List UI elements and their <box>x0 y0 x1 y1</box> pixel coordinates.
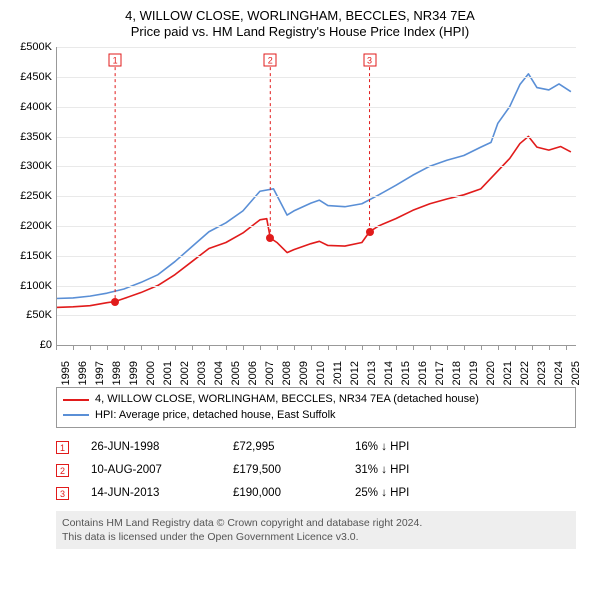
x-tick-label: 2001 <box>162 361 174 391</box>
gridline <box>56 166 576 167</box>
y-tick-label: £450K <box>8 71 52 83</box>
x-tick-label: 2003 <box>196 361 208 391</box>
gridline <box>56 107 576 108</box>
legend-label: HPI: Average price, detached house, East… <box>95 408 336 423</box>
plot-area: 1 2 3 <box>56 47 576 345</box>
sale-row-marker: 2 <box>56 464 69 477</box>
x-tick-label: 2016 <box>417 361 429 391</box>
sale-price: £179,500 <box>233 464 333 476</box>
gridline <box>56 226 576 227</box>
x-tick-label: 2017 <box>434 361 446 391</box>
y-tick-label: £50K <box>8 309 52 321</box>
x-tick-label: 2013 <box>366 361 378 391</box>
x-tick-label: 1999 <box>128 361 140 391</box>
y-tick-label: £500K <box>8 41 52 53</box>
gridline <box>56 47 576 48</box>
sale-marker-dot <box>266 234 274 242</box>
x-tick-label: 2018 <box>451 361 463 391</box>
x-tick-label: 1996 <box>77 361 89 391</box>
page: 4, WILLOW CLOSE, WORLINGHAM, BECCLES, NR… <box>0 0 600 590</box>
sale-delta: 25% ↓ HPI <box>355 487 445 499</box>
y-tick-label: £100K <box>8 280 52 292</box>
legend-item: 4, WILLOW CLOSE, WORLINGHAM, BECCLES, NR… <box>63 392 569 407</box>
chart-subtitle: Price paid vs. HM Land Registry's House … <box>10 24 590 40</box>
y-tick-label: £300K <box>8 160 52 172</box>
x-tick-label: 2023 <box>536 361 548 391</box>
chart: 1 2 3 £0 £50K £100K £150K £200K £250K £300K £350K… <box>10 43 590 385</box>
x-tick-label: 2004 <box>213 361 225 391</box>
gridline <box>56 137 576 138</box>
sale-price: £72,995 <box>233 441 333 453</box>
legend-swatch <box>63 414 89 416</box>
sale-row: 1 26-JUN-1998 £72,995 16% ↓ HPI <box>56 436 576 459</box>
sale-marker-box: 2 <box>264 54 277 67</box>
y-tick-label: £250K <box>8 190 52 202</box>
legend-item: HPI: Average price, detached house, East… <box>63 408 569 423</box>
sale-delta: 31% ↓ HPI <box>355 464 445 476</box>
axis-line <box>56 345 576 346</box>
x-tick-label: 2022 <box>519 361 531 391</box>
axis-line <box>56 47 57 345</box>
x-tick-label: 2010 <box>315 361 327 391</box>
sales-table: 1 26-JUN-1998 £72,995 16% ↓ HPI 2 10-AUG-2007… <box>56 436 576 505</box>
sale-date: 14-JUN-2013 <box>91 487 211 499</box>
footer-line-1: Contains HM Land Registry data © Crown c… <box>62 516 570 530</box>
x-tick-label: 2002 <box>179 361 191 391</box>
legend-swatch <box>63 399 89 401</box>
x-tick-label: 2006 <box>247 361 259 391</box>
series-price_paid <box>56 137 571 308</box>
y-tick-label: £150K <box>8 250 52 262</box>
x-tick-label: 2024 <box>553 361 565 391</box>
sale-date: 26-JUN-1998 <box>91 441 211 453</box>
legend-label: 4, WILLOW CLOSE, WORLINGHAM, BECCLES, NR… <box>95 392 479 407</box>
x-tick-label: 2015 <box>400 361 412 391</box>
x-tick-label: 2020 <box>485 361 497 391</box>
footer-line-2: This data is licensed under the Open Gov… <box>62 530 570 544</box>
gridline <box>56 315 576 316</box>
y-tick-label: £0 <box>8 339 52 351</box>
x-tick-label: 1995 <box>60 361 72 391</box>
x-tick-label: 2025 <box>570 361 582 391</box>
y-tick-label: £200K <box>8 220 52 232</box>
x-tick-label: 2011 <box>332 361 344 391</box>
sale-price: £190,000 <box>233 487 333 499</box>
sale-marker-dot <box>111 298 119 306</box>
x-tick-label: 2012 <box>349 361 361 391</box>
footer-note: Contains HM Land Registry data © Crown c… <box>56 511 576 549</box>
sale-marker-box: 3 <box>363 54 376 67</box>
gridline <box>56 256 576 257</box>
y-tick-label: £350K <box>8 131 52 143</box>
gridline <box>56 196 576 197</box>
x-tick-label: 2008 <box>281 361 293 391</box>
sale-row: 3 14-JUN-2013 £190,000 25% ↓ HPI <box>56 482 576 505</box>
x-tick-label: 2009 <box>298 361 310 391</box>
sale-row: 2 10-AUG-2007 £179,500 31% ↓ HPI <box>56 459 576 482</box>
x-tick-label: 2007 <box>264 361 276 391</box>
sale-row-marker: 1 <box>56 441 69 454</box>
gridline <box>56 77 576 78</box>
sale-marker-dot <box>366 228 374 236</box>
chart-title: 4, WILLOW CLOSE, WORLINGHAM, BECCLES, NR… <box>10 8 590 24</box>
sale-marker-box: 1 <box>109 54 122 67</box>
x-tick-label: 1997 <box>94 361 106 391</box>
x-tick-label: 2005 <box>230 361 242 391</box>
sale-date: 10-AUG-2007 <box>91 464 211 476</box>
x-tick-label: 2019 <box>468 361 480 391</box>
x-tick-label: 2000 <box>145 361 157 391</box>
x-tick-label: 2014 <box>383 361 395 391</box>
x-tick-label: 2021 <box>502 361 514 391</box>
sale-row-marker: 3 <box>56 487 69 500</box>
x-tick-label: 1998 <box>111 361 123 391</box>
y-tick-label: £400K <box>8 101 52 113</box>
gridline <box>56 286 576 287</box>
legend: 4, WILLOW CLOSE, WORLINGHAM, BECCLES, NR… <box>56 387 576 428</box>
sale-delta: 16% ↓ HPI <box>355 441 445 453</box>
